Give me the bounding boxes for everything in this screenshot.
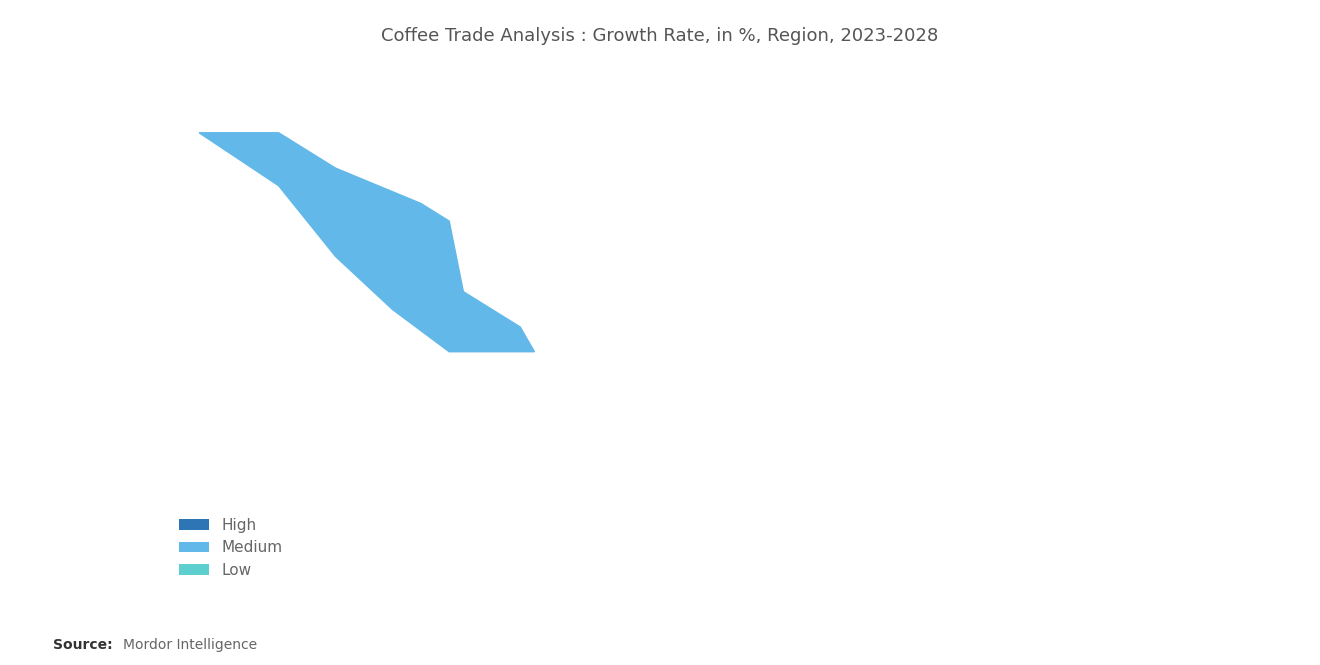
Text: Source:: Source: [53,638,112,652]
Text: Coffee Trade Analysis : Growth Rate, in %, Region, 2023-2028: Coffee Trade Analysis : Growth Rate, in … [381,27,939,45]
Legend: High, Medium, Low: High, Medium, Low [173,511,289,585]
Text: Mordor Intelligence: Mordor Intelligence [123,638,257,652]
Polygon shape [199,133,535,352]
